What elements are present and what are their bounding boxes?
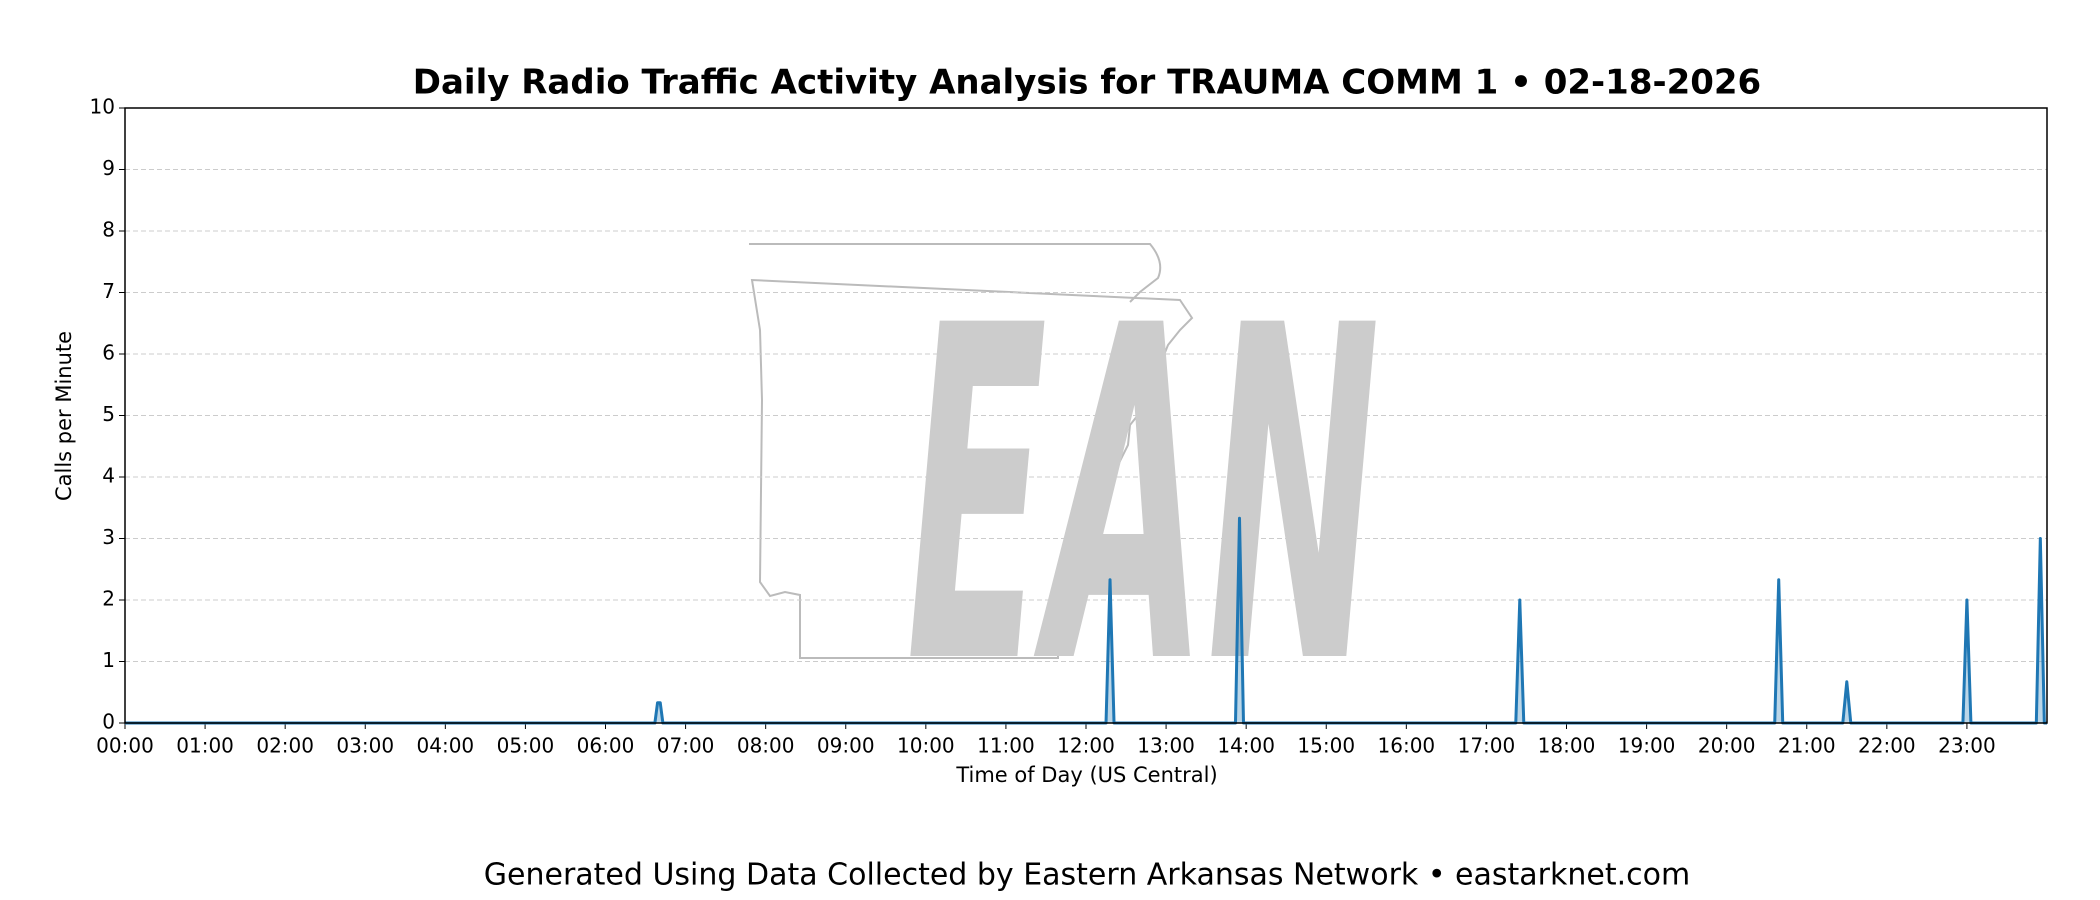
x-tick-label: 23:00	[1938, 734, 1996, 758]
y-tick-label: 9	[102, 156, 115, 180]
x-tick-label: 22:00	[1858, 734, 1916, 758]
plot-frame	[124, 107, 2048, 724]
x-tick-label: 06:00	[577, 734, 635, 758]
x-tick-label: 07:00	[657, 734, 715, 758]
y-tick-label: 8	[102, 218, 115, 242]
x-tick-label: 08:00	[737, 734, 795, 758]
x-tick-label: 04:00	[417, 734, 475, 758]
y-tick-label: 4	[102, 464, 115, 488]
y-tick-label: 1	[102, 648, 115, 672]
x-tick-label: 15:00	[1297, 734, 1355, 758]
x-tick-label: 09:00	[817, 734, 875, 758]
x-tick-label: 20:00	[1698, 734, 1756, 758]
x-axis-label: Time of Day (US Central)	[955, 763, 1217, 787]
x-tick-label: 10:00	[897, 734, 955, 758]
x-tick-label: 02:00	[256, 734, 314, 758]
y-tick-label: 0	[102, 710, 115, 734]
x-tick-label: 21:00	[1778, 734, 1836, 758]
x-tick-label: 14:00	[1217, 734, 1275, 758]
y-tick-label: 2	[102, 587, 115, 611]
watermark-logo: EAN	[749, 230, 1380, 765]
x-tick-label: 12:00	[1057, 734, 1115, 758]
x-tick-label: 16:00	[1378, 734, 1436, 758]
chart-title: Daily Radio Traffic Activity Analysis fo…	[413, 63, 1761, 103]
x-tick-label: 05:00	[497, 734, 555, 758]
x-tick-label: 13:00	[1137, 734, 1195, 758]
state-outline	[749, 243, 1194, 659]
y-tick-label: 6	[102, 341, 115, 365]
x-tick-label: 19:00	[1618, 734, 1676, 758]
y-tick-label: 3	[102, 525, 115, 549]
x-tick-label: 01:00	[176, 734, 234, 758]
watermark-text: EAN	[906, 230, 1380, 765]
x-tick-label: 00:00	[96, 734, 154, 758]
y-tick-label: 10	[90, 95, 115, 119]
y-axis-label: Calls per Minute	[52, 331, 76, 501]
x-tick-label: 03:00	[336, 734, 394, 758]
y-tick-label: 7	[102, 279, 115, 303]
y-tick-label: 5	[102, 402, 115, 426]
x-tick-label: 18:00	[1538, 734, 1596, 758]
footer: Generated Using Data Collected by Easter…	[484, 858, 1690, 893]
x-tick-label: 17:00	[1458, 734, 1516, 758]
x-tick-label: 11:00	[977, 734, 1035, 758]
